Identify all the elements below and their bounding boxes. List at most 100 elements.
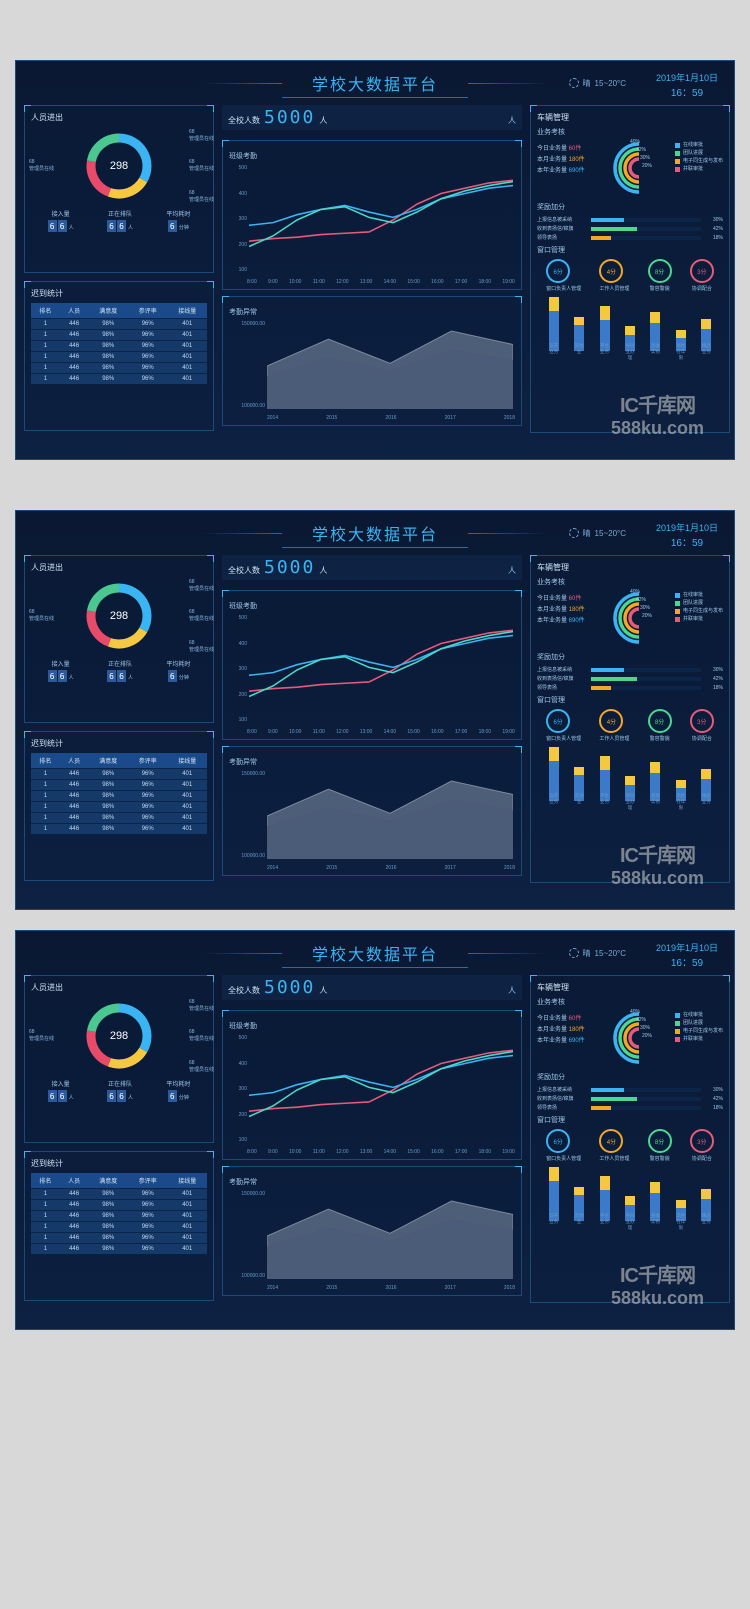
vehicle-title: 车辆管理 — [537, 112, 723, 123]
weather-temp: 15~20°C — [595, 949, 626, 958]
anomaly-panel: 考勤异常 150000.00100000.00 2014201520162017… — [222, 296, 522, 426]
vehicle-title: 车辆管理 — [537, 562, 723, 573]
personnel-stats: 接入量66人正在排队66人平均耗时6分钟 — [31, 1079, 207, 1102]
biz-title: 业务考核 — [537, 127, 723, 137]
total-bar: 全校人数 5000 人 人 — [222, 105, 522, 130]
arc-legend: 在线审批团队进展电子同生成与发布并联审批 — [675, 1011, 723, 1066]
late-title: 迟到统计 — [31, 1158, 207, 1169]
donut-label-3: 68管理员在线 — [189, 640, 214, 653]
vehicle-panel: 车辆管理 业务考核 今日业务量 60件本月业务量 180件本年业务量 690件 … — [530, 975, 730, 1303]
progress-list: 上报信息被采纳30%收到表扬信/锦旗42%领导表扬18% — [537, 666, 723, 691]
progress-list: 上报信息被采纳30%收到表扬信/锦旗42%领导表扬18% — [537, 216, 723, 241]
donut-label-2: 68管理员在线 — [189, 1029, 214, 1042]
total-bar: 全校人数 5000 人 人 — [222, 555, 522, 580]
date-text: 2019年1月10日 — [656, 71, 718, 84]
page-title: 学校大数据平台 — [282, 519, 468, 548]
personnel-panel: 人员进出 298 68管理员在线 68管理员在线 68管理员在线 68管理员在线… — [24, 555, 214, 723]
anomaly-title: 考勤异常 — [229, 307, 515, 317]
donut-label-2: 68管理员在线 — [189, 609, 214, 622]
anomaly-title: 考勤异常 — [229, 1177, 515, 1187]
weather-label: 晴 — [583, 78, 591, 89]
donut-label-4: 68管理员在线 — [29, 159, 54, 172]
personnel-title: 人员进出 — [31, 562, 207, 573]
donut-label-1: 68管理员在线 — [189, 129, 214, 142]
dashboard-preview-2: 学校大数据平台 晴 15~20°C 2019年1月10日 16：59 人员进出 … — [15, 510, 735, 910]
anomaly-panel: 考勤异常 150000.00100000.00 2014201520162017… — [222, 746, 522, 876]
attendance-title: 班级考勤 — [229, 151, 515, 161]
gauge-row: 6分窗口负责人管理4分工作人员管理8分警容警貌3分协调配合 — [537, 709, 723, 742]
weather-temp: 15~20°C — [595, 79, 626, 88]
page-title: 学校大数据平台 — [282, 939, 468, 968]
donut-label-4: 68管理员在线 — [29, 1029, 54, 1042]
bonus-title: 奖励加分 — [537, 652, 723, 662]
late-title: 迟到统计 — [31, 738, 207, 749]
vehicle-panel: 车辆管理 业务考核 今日业务量 60件本月业务量 180件本年业务量 690件 … — [530, 555, 730, 883]
weather-widget: 晴 15~20°C — [569, 528, 626, 539]
late-panel: 迟到统计 排名人员满意度参评率接线量144698%96%401144698%96… — [24, 1151, 214, 1301]
dashboard-preview-3: 学校大数据平台 晴 15~20°C 2019年1月10日 16：59 人员进出 … — [15, 930, 735, 1330]
donut-chart: 298 68管理员在线 68管理员在线 68管理员在线 68管理员在线 — [84, 1001, 154, 1071]
total-bar: 全校人数 5000 人 人 — [222, 975, 522, 1000]
donut-label-4: 68管理员在线 — [29, 609, 54, 622]
total-value: 5000 — [264, 977, 315, 998]
personnel-title: 人员进出 — [31, 112, 207, 123]
personnel-title: 人员进出 — [31, 982, 207, 993]
total-unit: 人 — [319, 115, 327, 126]
weather-label: 晴 — [583, 948, 591, 959]
donut-label-1: 68管理员在线 — [189, 579, 214, 592]
header-bar: 学校大数据平台 晴 15~20°C 2019年1月10日 16：59 — [24, 519, 726, 547]
personnel-panel: 人员进出 298 68管理员在线 68管理员在线 68管理员在线 68管理员在线… — [24, 105, 214, 273]
weather-label: 晴 — [583, 528, 591, 539]
arc-legend: 在线审批团队进展电子同生成与发布并联审批 — [675, 141, 723, 196]
anomaly-title: 考勤异常 — [229, 757, 515, 767]
donut-chart: 298 68管理员在线 68管理员在线 68管理员在线 68管理员在线 — [84, 581, 154, 651]
late-table: 排名人员满意度参评率接线量144698%96%401144698%96%4011… — [31, 1173, 207, 1254]
total-label: 全校人数 — [228, 985, 260, 996]
anomaly-area-chart: 150000.00100000.00 20142015201620172018 — [229, 1191, 515, 1291]
stacked-bar-chart: 双开业务其他业平台业务导同业办理查收实物高档在年限精品业务 — [537, 1166, 723, 1231]
donut-label-3: 68管理员在线 — [189, 190, 214, 203]
arc-chart: 40% 42% 30% 20% — [612, 141, 667, 196]
dashboard-preview-1: 学校大数据平台 晴 15~20°C 2019年1月10日 16：59 人员进出 … — [15, 60, 735, 460]
attendance-title: 班级考勤 — [229, 1021, 515, 1031]
gauge-row: 6分窗口负责人管理4分工作人员管理8分警容警貌3分协调配合 — [537, 259, 723, 292]
attendance-line-chart: 500400300200100 8:009:0010:0011:0012:001… — [229, 165, 515, 285]
bonus-title: 奖励加分 — [537, 202, 723, 212]
page-title: 学校大数据平台 — [282, 69, 468, 98]
time-text: 16：59 — [656, 84, 718, 99]
datetime-display: 2019年1月10日 16：59 — [656, 71, 718, 99]
date-text: 2019年1月10日 — [656, 941, 718, 954]
user-icon: 人 — [508, 985, 516, 996]
weather-temp: 15~20°C — [595, 529, 626, 538]
stacked-bar-chart: 双开业务其他业平台业务导同业办理查收实物高档在年限精品业务 — [537, 746, 723, 811]
donut-center-value: 298 — [110, 160, 128, 172]
total-unit: 人 — [319, 985, 327, 996]
total-value: 5000 — [264, 107, 315, 128]
personnel-stats: 接入量66人正在排队66人平均耗时6分钟 — [31, 209, 207, 232]
arc-chart: 40% 42% 30% 20% — [612, 1011, 667, 1066]
arc-chart: 40% 42% 30% 20% — [612, 591, 667, 646]
anomaly-area-chart: 150000.00100000.00 20142015201620172018 — [229, 771, 515, 871]
datetime-display: 2019年1月10日 16：59 — [656, 941, 718, 969]
total-label: 全校人数 — [228, 115, 260, 126]
personnel-stats: 接入量66人正在排队66人平均耗时6分钟 — [31, 659, 207, 682]
page-wrapper: 学校大数据平台 晴 15~20°C 2019年1月10日 16：59 人员进出 … — [0, 0, 750, 1370]
late-panel: 迟到统计 排名人员满意度参评率接线量144698%96%401144698%96… — [24, 281, 214, 431]
sun-icon — [569, 948, 579, 958]
attendance-line-chart: 500400300200100 8:009:0010:0011:0012:001… — [229, 615, 515, 735]
sun-icon — [569, 78, 579, 88]
stacked-bar-chart: 双开业务其他业平台业务导同业办理查收实物高档在年限精品业务 — [537, 296, 723, 361]
personnel-panel: 人员进出 298 68管理员在线 68管理员在线 68管理员在线 68管理员在线… — [24, 975, 214, 1143]
anomaly-area-chart: 150000.00100000.00 20142015201620172018 — [229, 321, 515, 421]
header-bar: 学校大数据平台 晴 15~20°C 2019年1月10日 16：59 — [24, 939, 726, 967]
total-unit: 人 — [319, 565, 327, 576]
gauge-row: 6分窗口负责人管理4分工作人员管理8分警容警貌3分协调配合 — [537, 1129, 723, 1162]
biz-title: 业务考核 — [537, 577, 723, 587]
attendance-panel: 班级考勤 500400300200100 8:009:0010:0011:001… — [222, 590, 522, 740]
donut-label-3: 68管理员在线 — [189, 1060, 214, 1073]
attendance-title: 班级考勤 — [229, 601, 515, 611]
time-text: 16：59 — [656, 534, 718, 549]
window-title: 窗口管理 — [537, 1115, 723, 1125]
attendance-line-chart: 500400300200100 8:009:0010:0011:0012:001… — [229, 1035, 515, 1155]
total-label: 全校人数 — [228, 565, 260, 576]
